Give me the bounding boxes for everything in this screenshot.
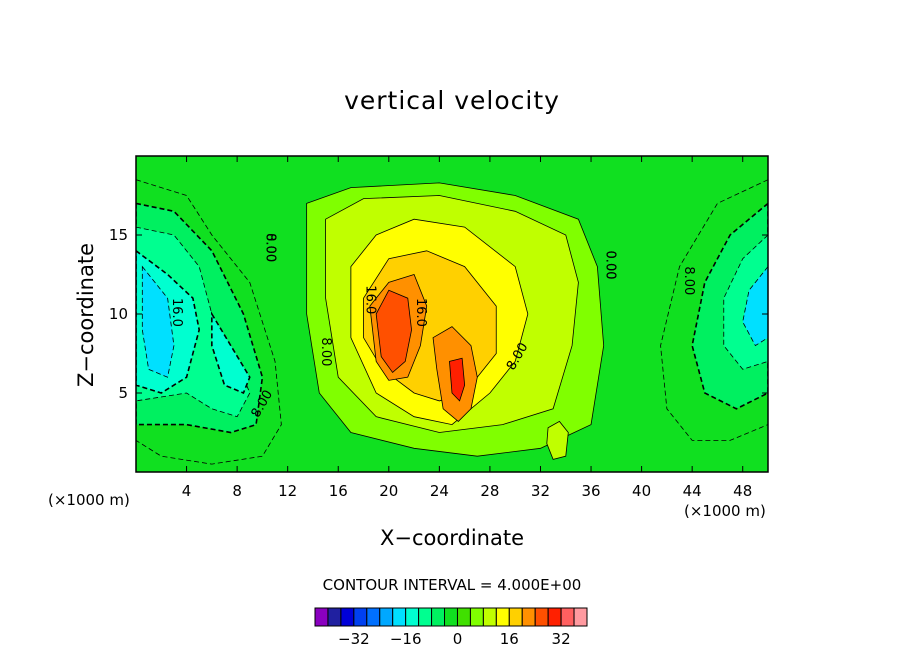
contour-label: 8.00 bbox=[681, 266, 696, 295]
x-tick-label: 36 bbox=[581, 482, 600, 500]
colorbar-swatch bbox=[547, 607, 562, 627]
x-tick-label: 8 bbox=[232, 482, 242, 500]
colorbar-swatch bbox=[353, 607, 368, 627]
x-tick-label: 16 bbox=[329, 482, 348, 500]
colorbar-swatch bbox=[327, 607, 342, 627]
colorbar-swatch bbox=[418, 607, 433, 627]
x-tick-label: 48 bbox=[733, 482, 752, 500]
colorbar-swatch bbox=[314, 607, 329, 627]
colorbar-swatch bbox=[366, 607, 381, 627]
colorbar-swatch bbox=[379, 607, 394, 627]
contour-left-lower-m16 bbox=[211, 311, 251, 395]
x-axis-label: X−coordinate bbox=[380, 526, 524, 550]
x-tick-label: 32 bbox=[531, 482, 550, 500]
contour-interval-label: CONTOUR INTERVAL = 4.000E+00 bbox=[322, 576, 582, 594]
colorbar-swatch bbox=[508, 607, 523, 627]
y-tick-label: 15 bbox=[109, 226, 128, 244]
y-tick-label: 5 bbox=[118, 384, 128, 402]
contour-label: 8.00 bbox=[262, 233, 277, 262]
colorbar-swatch bbox=[534, 607, 549, 627]
contour-label: 8.00 bbox=[318, 337, 333, 366]
x-unit-label-left: (×1000 m) bbox=[48, 491, 130, 509]
contour-label: 0.00 bbox=[262, 233, 277, 262]
x-tick-label: 28 bbox=[480, 482, 499, 500]
colorbar-swatch bbox=[560, 607, 575, 627]
colorbar-tick-label: −16 bbox=[390, 630, 422, 648]
x-tick-label: 44 bbox=[683, 482, 702, 500]
x-tick-label: 40 bbox=[632, 482, 651, 500]
colorbar-swatch bbox=[392, 607, 407, 627]
contour-left-m20 bbox=[141, 265, 175, 378]
colorbar-swatch bbox=[573, 607, 588, 627]
y-tick-label: 10 bbox=[109, 305, 128, 323]
contour-center-p24 bbox=[375, 289, 412, 374]
x-tick-label: 12 bbox=[278, 482, 297, 500]
colorbar-swatch bbox=[444, 607, 458, 627]
contour-right-m20 bbox=[742, 265, 768, 347]
contour-small-p8 bbox=[546, 420, 569, 460]
x-unit-label-right: (×1000 m) bbox=[684, 502, 766, 520]
colorbar-swatch bbox=[482, 607, 497, 627]
colorbar-tick-label: 0 bbox=[453, 630, 463, 648]
contour-labels: 0.008.0016.016.08.000.008.0016.08.008.00… bbox=[169, 233, 696, 420]
colorbar-tick-label: −32 bbox=[338, 630, 370, 648]
colorbar-tick-label: 32 bbox=[552, 630, 571, 648]
contour-label: 16.0 bbox=[413, 298, 428, 327]
x-tick-label: 24 bbox=[430, 482, 449, 500]
colorbar-swatch bbox=[469, 607, 484, 627]
contour-label: 16.0 bbox=[362, 285, 377, 314]
colorbar-tick-label: 16 bbox=[500, 630, 519, 648]
contour-label: 0.00 bbox=[603, 251, 618, 280]
colorbar-swatch bbox=[495, 607, 510, 627]
colorbar-swatch bbox=[405, 607, 420, 627]
chart-title: vertical velocity bbox=[344, 86, 560, 115]
contour-field bbox=[136, 156, 768, 472]
contour-label: 16.0 bbox=[169, 298, 184, 327]
colorbar-swatch bbox=[431, 607, 446, 627]
x-tick-label: 4 bbox=[182, 482, 192, 500]
x-tick-label: 20 bbox=[379, 482, 398, 500]
contour-label: 0.00 bbox=[603, 251, 618, 280]
colorbar-swatch bbox=[340, 607, 355, 627]
colorbar-swatch bbox=[521, 607, 536, 627]
colorbar: −32 −16 0 16 32 bbox=[314, 607, 588, 648]
contour-center-secondary-p28 bbox=[449, 357, 466, 402]
colorbar-swatch bbox=[456, 607, 471, 627]
